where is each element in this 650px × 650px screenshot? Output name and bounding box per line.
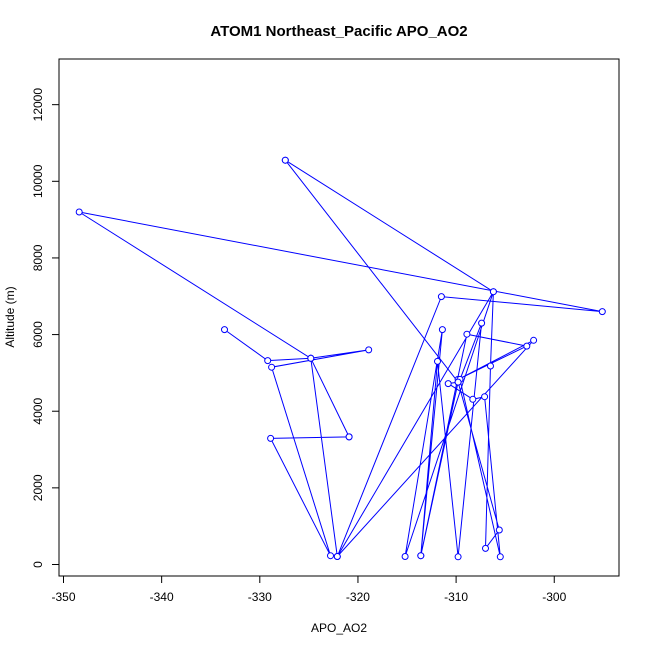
x-tick-label: -300 [542,590,566,604]
x-tick-label: -320 [346,590,370,604]
data-point [345,433,353,441]
data-point [365,346,373,354]
data-point [281,156,289,164]
data-point [495,526,503,534]
chart-title: ATOM1 Northeast_Pacific APO_AO2 [210,23,467,40]
data-point [454,553,462,561]
x-tick-label: -350 [51,590,75,604]
series-line [284,159,534,557]
series-line [78,211,603,559]
y-axis: 0 2000 4000 6000 8000 10000 12000 [31,88,60,568]
data-point [478,319,486,327]
data-point [434,357,441,365]
data-point [530,336,538,344]
data-point [523,342,531,350]
data-point [267,434,275,442]
y-tick-label: 2000 [31,474,45,501]
y-tick-label: 12000 [31,88,45,122]
data-point [454,378,462,386]
x-axis-label: APO_AO2 [311,621,367,635]
data-point [221,326,228,334]
x-tick-label: -340 [150,590,174,604]
data-point [482,544,489,552]
x-tick-label: -310 [444,590,468,604]
y-tick-label: 8000 [31,244,45,271]
data-point [307,354,315,362]
plot-area-frame [58,58,620,577]
data-point [333,553,341,560]
data-point [437,293,445,301]
y-tick-label: 6000 [31,321,45,348]
x-tick-label: -330 [248,590,272,604]
data-point [417,552,425,560]
data-point [75,208,83,216]
data-point [264,357,272,365]
data-point [438,326,446,334]
y-tick-label: 0 [31,561,45,568]
series-layer [75,156,606,561]
data-point [481,393,489,401]
data-point [469,395,477,403]
data-point [401,553,409,560]
data-point [598,308,606,316]
data-point [463,330,471,338]
data-point [444,380,452,388]
data-point [496,553,504,561]
data-point [327,552,334,560]
y-tick-label: 4000 [31,398,45,425]
data-point [487,362,494,370]
y-axis-label: Altitude (m) [3,286,17,347]
data-point [489,288,497,296]
x-axis: -350 -340 -330 -320 -310 -300 [51,575,567,604]
data-point [268,363,276,371]
series-2 [281,156,538,561]
y-tick-label: 10000 [31,164,45,198]
series-1 [75,208,606,560]
